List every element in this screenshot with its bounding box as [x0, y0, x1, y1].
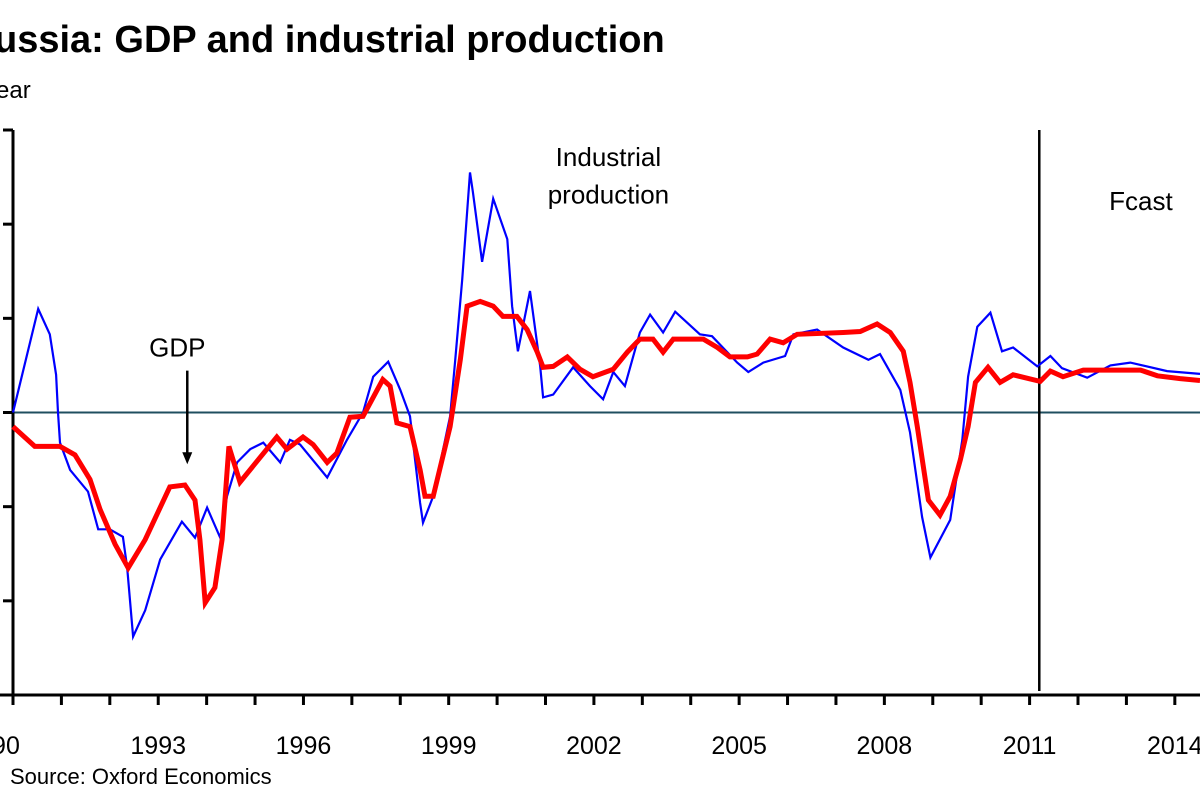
x-tick-label: 1993	[130, 732, 186, 760]
source-note: Source: Oxford Economics	[10, 764, 272, 789]
annotation-industrial: Industrial	[556, 142, 662, 172]
chart-title: ussia: GDP and industrial production	[0, 19, 665, 61]
chart-subtitle: ear	[0, 77, 31, 104]
series-layer	[11, 172, 1200, 641]
x-tick-label: 2005	[711, 732, 767, 760]
x-tick-label: 1999	[421, 732, 477, 760]
annotations: GDP Industrial production Fcast	[149, 142, 1173, 465]
annotation-production: production	[548, 179, 669, 209]
annotation-fcast: Fcast	[1109, 186, 1173, 216]
gdp-arrowhead-icon	[182, 452, 193, 465]
x-tick-label: 2008	[857, 732, 913, 760]
x-tick-label: 1996	[276, 732, 332, 760]
annotation-gdp: GDP	[149, 333, 205, 363]
series-industrial-production-line	[11, 172, 1200, 641]
x-tick-label: 2014	[1147, 732, 1200, 760]
series-gdp-line	[11, 298, 1200, 611]
x-tick-labels: 990 1993 1996 1999 2002 2005 2008 2011 2014	[0, 732, 1200, 760]
x-tick-label: 2011	[1003, 732, 1057, 760]
x-tick-label: 2002	[566, 732, 622, 760]
axes	[0, 128, 1200, 705]
x-tick-label: 990	[0, 732, 20, 760]
